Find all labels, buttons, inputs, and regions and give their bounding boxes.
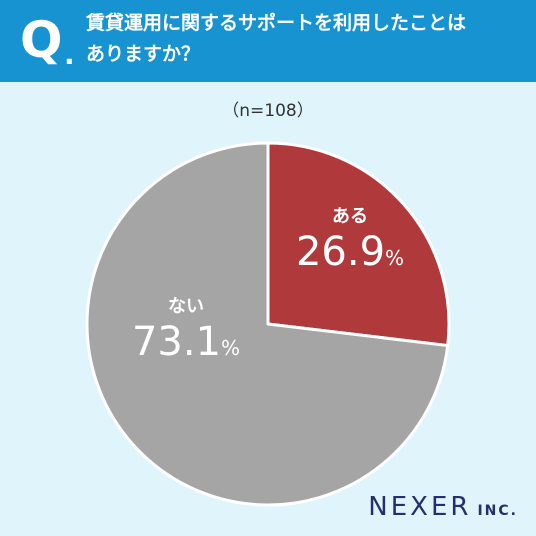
q-dot: .	[64, 38, 75, 71]
sample-size-label: （n=108）	[222, 101, 314, 121]
slice-category-no: ない	[168, 296, 204, 317]
q-mark: Q	[20, 11, 63, 69]
slice-value-no: 73.1%	[131, 319, 241, 365]
slice-label-yes: ある 26.9%	[275, 206, 425, 282]
question-line-1: 賃貸運用に関するサポートを利用したことは	[86, 12, 467, 34]
slice-label-no: ない 73.1%	[111, 296, 261, 372]
question-header: Q . 賃貸運用に関するサポートを利用したことは ありますか？	[0, 0, 536, 82]
question-text: 賃貸運用に関するサポートを利用したことは ありますか？	[86, 8, 526, 70]
pie-slice-yes	[266, 141, 451, 348]
question-line-2: ありますか？	[86, 43, 201, 65]
slice-value-yes: 26.9%	[295, 229, 405, 275]
pie-slice-no	[85, 141, 450, 507]
slice-category-yes: ある	[332, 206, 368, 227]
logo-main: NEXER	[368, 492, 472, 522]
nexer-logo: NEXER INC.	[368, 492, 518, 522]
logo-suffix: INC.	[477, 503, 518, 519]
